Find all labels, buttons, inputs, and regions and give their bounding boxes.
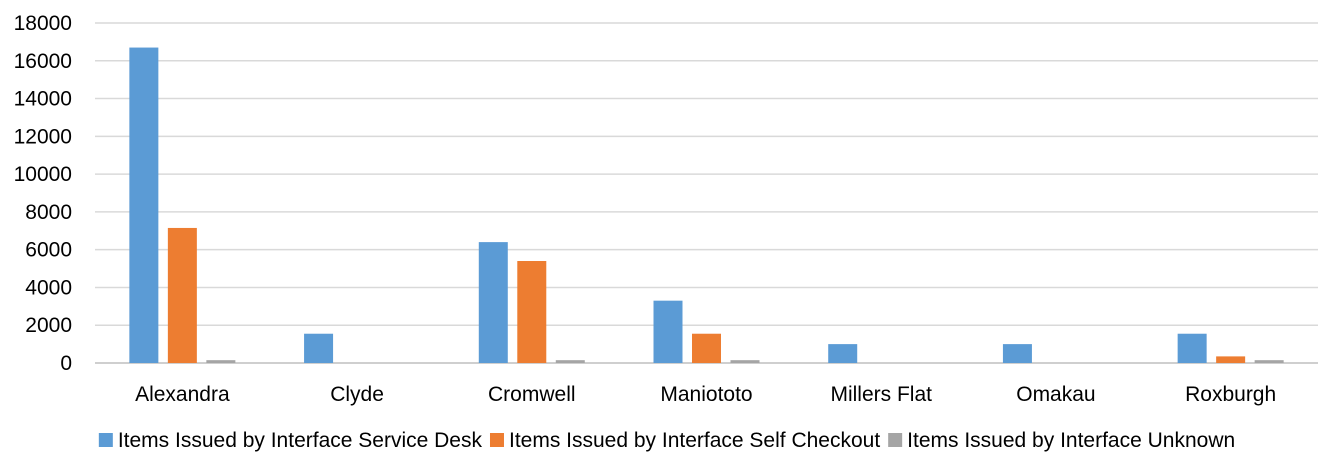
y-tick-label: 8000 (25, 201, 72, 224)
x-tick-label: Millers Flat (830, 383, 932, 406)
x-tick-label: Omakau (1016, 383, 1095, 406)
y-tick-label: 4000 (25, 276, 72, 299)
bar-3-roxburgh (1254, 360, 1284, 363)
x-axis-ticks: Alexandra Clyde Cromwell Maniototo Millers F… (135, 383, 1276, 406)
legend-item: Items Issued by Interface Self Checkout (489, 429, 880, 452)
bar-1-cromwell (478, 242, 508, 363)
y-tick-label: 12000 (14, 125, 72, 148)
legend-item: Items Issued by Interface Service Desk (98, 429, 483, 452)
y-tick-label: 0 (60, 352, 72, 375)
y-tick-label: 16000 (14, 50, 72, 73)
bar-1-maniototo (653, 300, 683, 363)
bar-2-cromwell (517, 261, 547, 363)
legend-item: Items Issued by Interface Unknown (888, 429, 1235, 452)
bar-1-millers-flat (828, 344, 858, 363)
y-tick-label: 10000 (14, 163, 72, 186)
bar-1-clyde (304, 333, 334, 363)
legend-label: Items Issued by Interface Self Checkout (509, 429, 880, 452)
y-tick-label: 6000 (25, 239, 72, 262)
legend-swatch (98, 433, 113, 447)
legend-label: Items Issued by Interface Unknown (907, 429, 1235, 452)
y-tick-label: 2000 (25, 314, 72, 337)
x-tick-label: Maniototo (660, 383, 752, 406)
bar-2-roxburgh (1216, 356, 1246, 363)
y-tick-label: 14000 (14, 88, 72, 111)
legend-swatch (888, 433, 903, 447)
legend: Items Issued by Interface Service Desk It… (98, 429, 1235, 452)
y-axis-ticks: 0 2000 4000 6000 8000 10000 12000 14000 16000 180… (14, 12, 72, 375)
bar-1-alexandra (129, 47, 159, 364)
bar-3-maniototo (730, 360, 760, 363)
x-tick-label: Roxburgh (1185, 383, 1276, 406)
gridlines (95, 22, 1318, 364)
x-tick-label: Cromwell (488, 383, 576, 406)
x-tick-label: Alexandra (135, 383, 230, 406)
bar-1-roxburgh (1177, 333, 1207, 363)
bar-2-alexandra (167, 227, 197, 363)
legend-label: Items Issued by Interface Service Desk (118, 429, 483, 452)
legend-swatch (489, 433, 504, 447)
bar-2-maniototo (692, 333, 721, 363)
bars (129, 47, 1284, 364)
bar-1-omakau (1002, 344, 1032, 363)
x-tick-label: Clyde (330, 383, 384, 406)
bar-3-alexandra (206, 360, 236, 363)
y-tick-label: 18000 (14, 12, 72, 35)
bar-3-cromwell (555, 360, 585, 363)
